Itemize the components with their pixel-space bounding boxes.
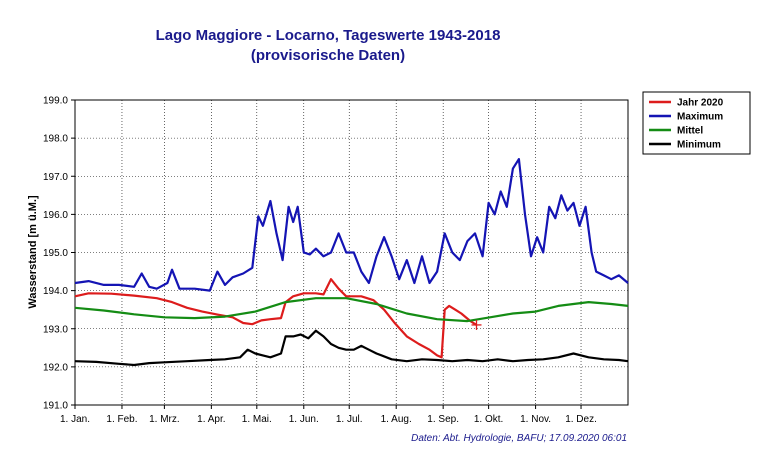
y-tick-label: 199.0 [43, 96, 68, 107]
x-tick-label: 1. Nov. [520, 414, 551, 425]
x-tick-label: 1. Okt. [474, 414, 503, 425]
x-tick-label: 1. Mrz. [149, 414, 180, 425]
y-tick-label: 198.0 [43, 134, 68, 145]
x-tick-label: 1. Mai. [242, 414, 272, 425]
series-line-jahr-2020 [74, 278, 478, 359]
y-tick-label: 193.0 [43, 324, 68, 335]
x-tick-label: 1. Jan. [60, 414, 90, 425]
legend-entry: Maximum [677, 112, 723, 123]
series-line-maximum [74, 158, 629, 292]
x-tick-label: 1. Sep. [427, 414, 459, 425]
y-axis-label: Wasserstand [m ü.M.] [27, 195, 39, 309]
x-axis-ticks: 1. Jan. 1. Feb. 1. Mrz. 1. Apr. 1. Mai. 1. Ju… [60, 405, 597, 425]
legend-entry: Mittel [677, 126, 703, 137]
y-tick-label: 194.0 [43, 286, 68, 297]
chart-title: Lago Maggiore - Locarno, Tageswerte 1943… [156, 27, 501, 44]
x-tick-label: 1. Jul. [336, 414, 363, 425]
x-tick-label: 1. Feb. [106, 414, 137, 425]
x-tick-label: 1. Aug. [381, 414, 412, 425]
y-tick-label: 196.0 [43, 210, 68, 221]
series-line-minimum [74, 329, 629, 367]
series-line-mittel [74, 297, 629, 323]
y-tick-label: 192.0 [43, 362, 68, 373]
x-tick-label: 1. Apr. [197, 414, 225, 425]
data-series [74, 158, 629, 367]
legend-entry: Jahr 2020 [677, 98, 724, 109]
y-tick-label: 197.0 [43, 172, 68, 183]
y-tick-label: 195.0 [43, 248, 68, 259]
chart-subtitle: (provisorische Daten) [251, 47, 405, 64]
x-tick-label: 1. Dez. [565, 414, 597, 425]
annotation-markers [471, 319, 482, 330]
y-tick-label: 191.0 [43, 401, 68, 412]
data-source-note: Daten: Abt. Hydrologie, BAFU; 17.09.2020… [411, 433, 627, 444]
legend-entry: Minimum [677, 140, 721, 151]
x-tick-label: 1. Jun. [289, 414, 319, 425]
legend: Jahr 2020 Maximum Mittel Minimum [642, 91, 751, 155]
y-axis-ticks: 191.0 192.0 193.0 194.0 195.0 196.0 197.0 198.0… [43, 96, 75, 412]
